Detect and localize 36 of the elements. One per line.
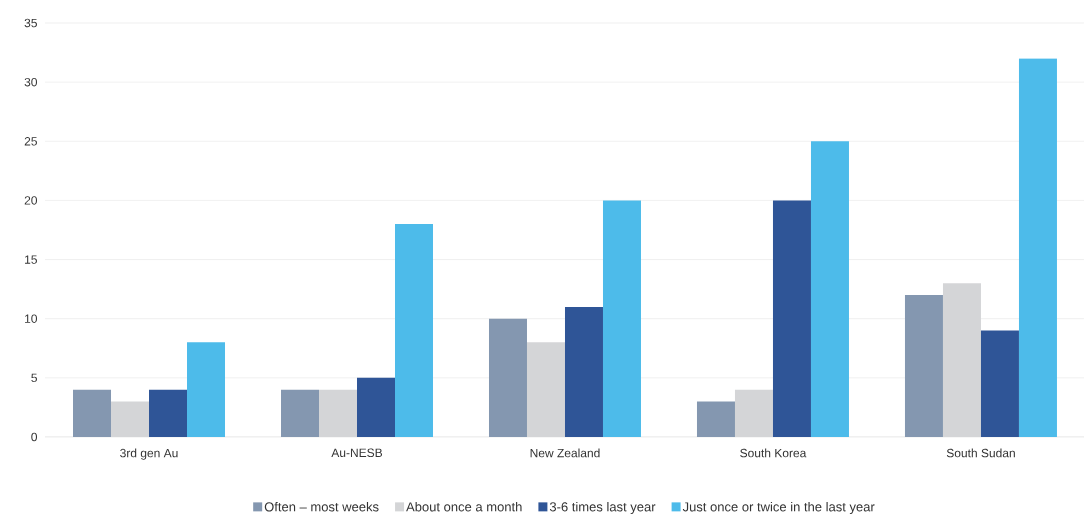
bar [696,401,735,437]
x-tick-label: 3rd gen Au [120,448,178,460]
bar [734,389,773,437]
bar [111,401,150,437]
bar [319,389,357,437]
x-tick-label: South Sudan [946,448,1015,458]
bar [149,389,188,437]
y-tick-label: 10 [25,314,38,323]
bar [980,330,1019,437]
x-tick-label: Au-NESB [331,448,383,458]
bar [187,342,226,437]
legend-label: Often – most weeks [264,501,379,512]
bar [564,306,603,437]
x-tick-label: South Korea [740,448,807,458]
bar [810,141,849,437]
legend-label: About once a month [406,501,522,512]
bar [602,200,641,437]
legend-label: 3-6 times last year [549,501,656,515]
y-tick-label: 0 [31,432,38,442]
bar [395,224,433,437]
y-tick-label: 30 [24,77,38,87]
y-tick-label: 35 [24,18,37,28]
bar [281,389,319,437]
bar [1018,58,1057,437]
y-tick-label: 5 [31,373,37,383]
x-tick-label: New Zealand [530,448,600,458]
legend-label: Just once or twice in the last year [682,501,875,515]
y-tick-label: 25 [24,137,37,146]
bar [904,295,943,437]
y-tick-label: 15 [25,255,37,264]
bar [357,377,395,437]
bar [772,200,811,437]
bar [488,318,527,437]
bar [526,342,565,437]
y-tick-label: 20 [24,196,38,205]
bar [73,389,112,437]
